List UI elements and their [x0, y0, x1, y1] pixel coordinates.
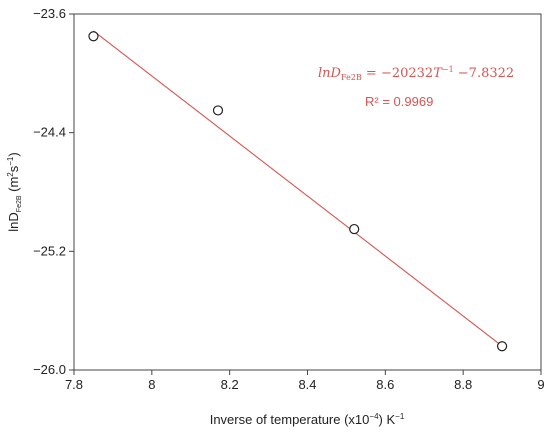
fit-line-group: [93, 30, 503, 347]
x-tick-label: 8.2: [221, 377, 239, 392]
data-point: [349, 223, 360, 235]
x-tick-label: 9: [537, 377, 544, 392]
r-squared-annotation: R² = 0.9969: [365, 94, 433, 109]
x-tick-label: 8.6: [376, 377, 394, 392]
data-points: [88, 31, 508, 352]
y-axis-ticks: −23.6 −24.4 −25.2 −26.0: [33, 6, 74, 377]
y-tick-label: −23.6: [33, 6, 66, 21]
x-axis-ticks: 7.8 8 8.2 8.4 8.6 8.8 9: [65, 370, 545, 392]
data-point: [212, 105, 224, 116]
data-point: [88, 31, 99, 42]
x-tick-label: 8: [148, 377, 155, 392]
x-tick-label: 8.8: [454, 377, 472, 392]
y-tick-label: −24.4: [33, 125, 66, 140]
data-point: [496, 341, 508, 352]
x-tick-label: 7.8: [65, 377, 83, 392]
x-axis-title: Inverse of temperature (x10−4) K−1: [210, 412, 405, 427]
y-tick-label: −26.0: [33, 362, 66, 377]
y-axis-title: lnDFe2B (m2s−1): [6, 152, 23, 231]
fit-line: [93, 30, 503, 347]
x-tick-label: 8.4: [298, 377, 316, 392]
equation-annotation: lnDFe2B = −20232T−1 −7.8322: [318, 65, 514, 82]
y-tick-label: −25.2: [33, 243, 66, 258]
